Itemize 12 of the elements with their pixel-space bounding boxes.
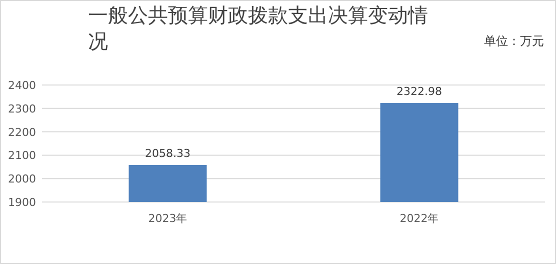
text: 单位：万元	[484, 33, 544, 50]
chart-title: 一般公共预算财政拨款支出决算变动情况	[88, 2, 429, 54]
x-tick-label: 2023年	[148, 212, 188, 225]
y-tick-label: 2300	[8, 102, 36, 116]
data-label: 2322.98	[396, 85, 442, 98]
data-label: 2058.33	[145, 146, 190, 160]
x-tick-label: 2022年	[400, 212, 439, 225]
y-tick-label: 2400	[8, 79, 36, 92]
y-tick-label: 1900	[8, 196, 36, 209]
y-tick-label: 2100	[8, 149, 36, 162]
y-tick-label: 2200	[8, 126, 36, 139]
y-tick-label: 2000	[8, 172, 36, 186]
